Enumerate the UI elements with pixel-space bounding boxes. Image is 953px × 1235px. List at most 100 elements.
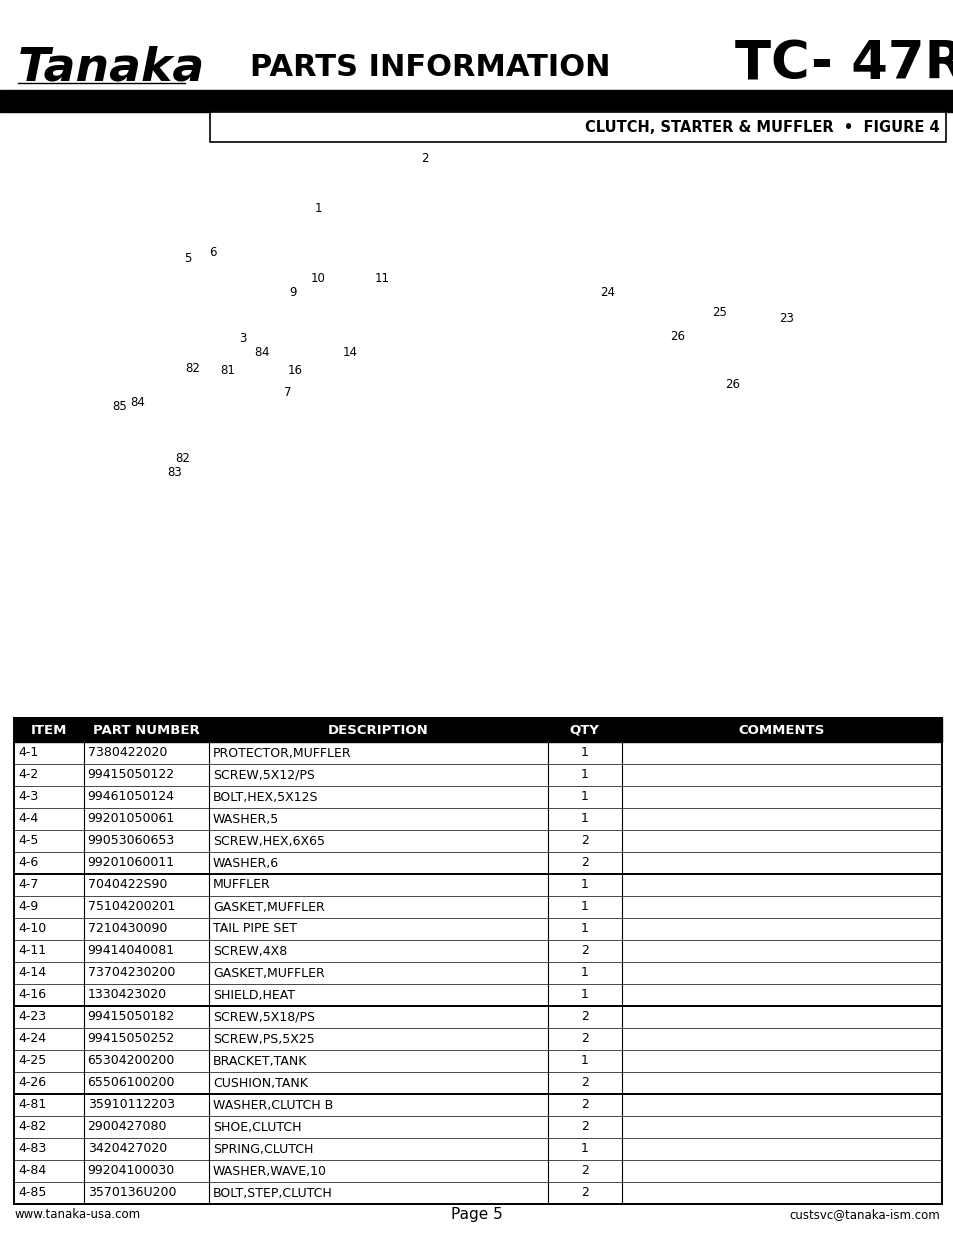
Text: 4-26: 4-26 [18, 1077, 46, 1089]
Text: 1: 1 [580, 813, 588, 825]
Text: BOLT,HEX,5X12S: BOLT,HEX,5X12S [213, 790, 318, 804]
Bar [14, 1137, 941, 1160]
Text: 2: 2 [580, 1077, 588, 1089]
Bar [14, 918, 941, 940]
Text: GASKET,MUFFLER: GASKET,MUFFLER [213, 967, 324, 979]
Text: 10: 10 [311, 272, 325, 284]
Text: 4-11: 4-11 [18, 945, 46, 957]
Text: 1330423020: 1330423020 [88, 988, 167, 1002]
Text: 99204100030: 99204100030 [88, 1165, 174, 1177]
Text: 2: 2 [580, 1187, 588, 1199]
Text: 99053060653: 99053060653 [88, 835, 174, 847]
Bar [14, 1050, 941, 1072]
Text: 2: 2 [580, 1032, 588, 1046]
Text: SCREW,4X8: SCREW,4X8 [213, 945, 287, 957]
Text: 73704230200: 73704230200 [88, 967, 174, 979]
Text: 2: 2 [580, 945, 588, 957]
Bar [14, 1160, 941, 1182]
Text: 4-16: 4-16 [18, 988, 46, 1002]
Text: WASHER,5: WASHER,5 [213, 813, 279, 825]
Text: 7: 7 [284, 385, 292, 399]
Text: 8: 8 [254, 347, 261, 359]
Text: 5: 5 [184, 252, 192, 264]
Text: 1: 1 [580, 878, 588, 892]
Text: TAIL PIPE SET: TAIL PIPE SET [213, 923, 296, 935]
Text: SHIELD,HEAT: SHIELD,HEAT [213, 988, 294, 1002]
Bar [14, 1028, 941, 1050]
Text: 65506100200: 65506100200 [88, 1077, 175, 1089]
Text: 24: 24 [599, 285, 615, 299]
Text: SCREW,5X18/PS: SCREW,5X18/PS [213, 1010, 314, 1024]
Text: WASHER,CLUTCH B: WASHER,CLUTCH B [213, 1098, 333, 1112]
Text: 4: 4 [261, 347, 269, 359]
Text: 4-10: 4-10 [18, 923, 46, 935]
Text: 1: 1 [580, 768, 588, 782]
Text: 23: 23 [779, 311, 794, 325]
Text: 14: 14 [342, 347, 357, 359]
Text: TC- 47R: TC- 47R [734, 40, 953, 91]
Bar [0, 90, 953, 112]
Text: 4-9: 4-9 [18, 900, 38, 914]
Bar [14, 808, 941, 830]
Text: 75104200201: 75104200201 [88, 900, 174, 914]
Text: SCREW,PS,5X25: SCREW,PS,5X25 [213, 1032, 314, 1046]
Text: 2900427080: 2900427080 [88, 1120, 167, 1134]
Text: 1: 1 [580, 746, 588, 760]
Bar [14, 1072, 941, 1094]
Text: DESCRIPTION: DESCRIPTION [328, 724, 428, 736]
Text: 82: 82 [186, 362, 200, 374]
Text: 4-7: 4-7 [18, 878, 38, 892]
Text: SCREW,HEX,6X65: SCREW,HEX,6X65 [213, 835, 325, 847]
Text: 1: 1 [580, 790, 588, 804]
Text: CLUTCH, STARTER & MUFFLER  •  FIGURE 4: CLUTCH, STARTER & MUFFLER • FIGURE 4 [585, 120, 939, 135]
Text: 7380422020: 7380422020 [88, 746, 167, 760]
Text: PART NUMBER: PART NUMBER [92, 724, 199, 736]
Bar [14, 940, 941, 962]
Bar [14, 1007, 941, 1028]
Text: 7040422S90: 7040422S90 [88, 878, 167, 892]
Bar [14, 785, 941, 808]
Text: 26: 26 [724, 378, 740, 391]
Text: 2: 2 [580, 1098, 588, 1112]
Text: 1: 1 [580, 967, 588, 979]
Bar [14, 874, 941, 897]
Bar [14, 830, 941, 852]
Text: 4-4: 4-4 [18, 813, 38, 825]
Text: 4-81: 4-81 [18, 1098, 46, 1112]
Bar [14, 742, 941, 764]
Text: 65304200200: 65304200200 [88, 1055, 174, 1067]
Text: CUSHION,TANK: CUSHION,TANK [213, 1077, 308, 1089]
Text: 4-2: 4-2 [18, 768, 38, 782]
Text: 26: 26 [670, 331, 685, 343]
Text: 1: 1 [580, 923, 588, 935]
Text: custsvc@tanaka-ism.com: custsvc@tanaka-ism.com [788, 1209, 939, 1221]
Text: SPRING,CLUTCH: SPRING,CLUTCH [213, 1142, 313, 1156]
Text: 99414040081: 99414040081 [88, 945, 174, 957]
Text: 99415050252: 99415050252 [88, 1032, 174, 1046]
Text: 4-84: 4-84 [18, 1165, 46, 1177]
Bar [14, 718, 941, 742]
Text: 3420427020: 3420427020 [88, 1142, 167, 1156]
Text: 4-3: 4-3 [18, 790, 38, 804]
Text: 1: 1 [580, 1055, 588, 1067]
Text: 11: 11 [375, 272, 389, 284]
Text: 1: 1 [580, 1142, 588, 1156]
Text: 35910112203: 35910112203 [88, 1098, 174, 1112]
Text: 99415050182: 99415050182 [88, 1010, 174, 1024]
Bar [210, 112, 945, 142]
Text: 1: 1 [314, 201, 321, 215]
Text: MUFFLER: MUFFLER [213, 878, 271, 892]
Text: 3570136U200: 3570136U200 [88, 1187, 176, 1199]
Text: 4-1: 4-1 [18, 746, 38, 760]
Text: BRACKET,TANK: BRACKET,TANK [213, 1055, 307, 1067]
Text: 4-5: 4-5 [18, 835, 38, 847]
Text: 2: 2 [580, 1010, 588, 1024]
Text: GASKET,MUFFLER: GASKET,MUFFLER [213, 900, 324, 914]
Bar [14, 1094, 941, 1116]
Bar [14, 984, 941, 1007]
Text: PROTECTOR,MUFFLER: PROTECTOR,MUFFLER [213, 746, 351, 760]
Text: 3: 3 [239, 331, 247, 345]
Text: BOLT,STEP,CLUTCH: BOLT,STEP,CLUTCH [213, 1187, 333, 1199]
Text: www.tanaka-usa.com: www.tanaka-usa.com [15, 1209, 141, 1221]
Text: 9: 9 [289, 287, 296, 300]
